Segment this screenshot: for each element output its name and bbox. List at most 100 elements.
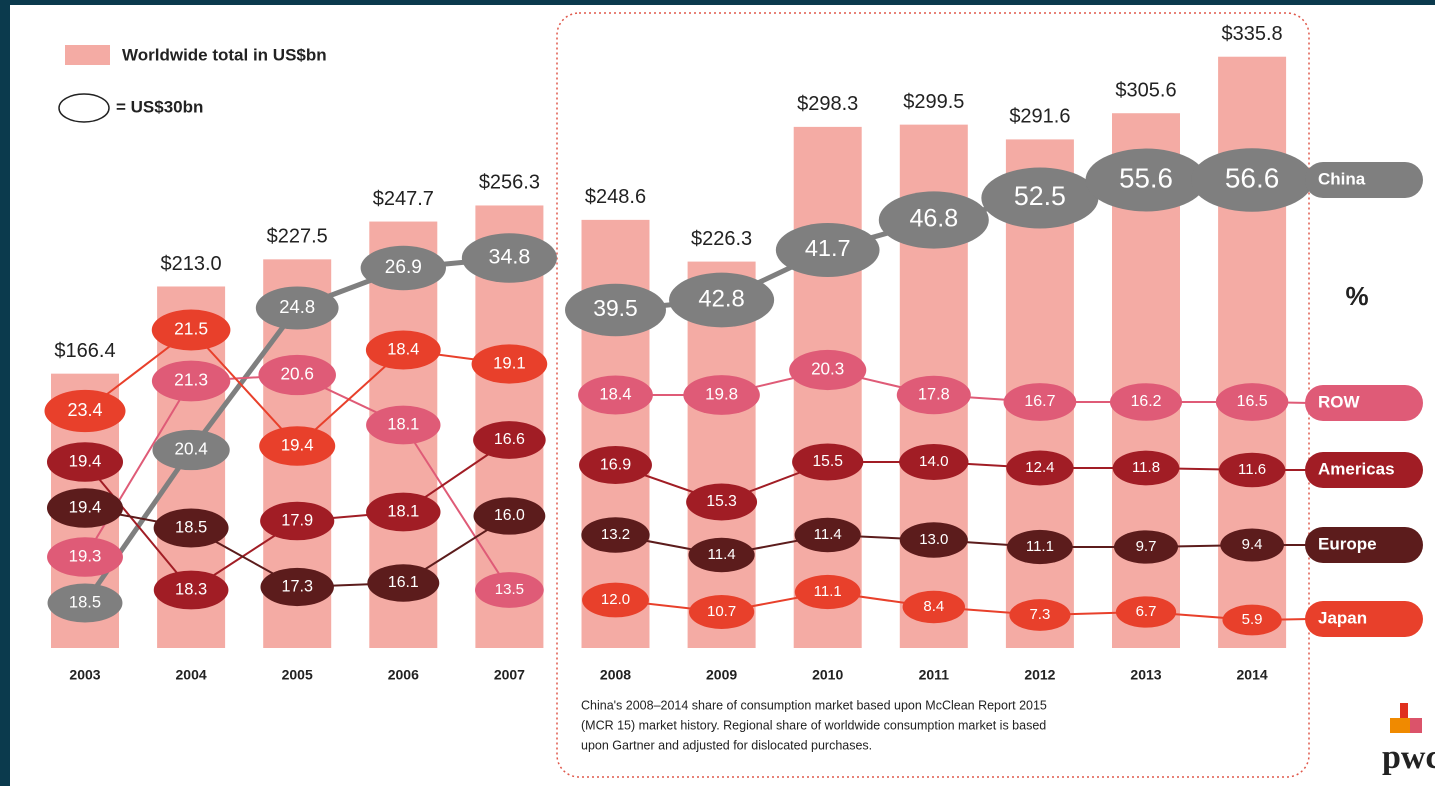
x-tick-label: 2011: [919, 667, 950, 683]
share-bubble: [1215, 383, 1289, 421]
x-tick-label: 2012: [1024, 667, 1055, 683]
share-label: 5.9: [1242, 611, 1263, 628]
total-label: $213.0: [161, 253, 222, 275]
share-bubble: [471, 344, 548, 384]
share-label: 18.5: [69, 592, 101, 611]
share-label: 21.3: [174, 370, 208, 390]
series-label: Japan: [1318, 608, 1367, 627]
share-label: 19.3: [69, 546, 102, 565]
share-label: 13.2: [601, 526, 630, 543]
share-bubble: [1222, 604, 1282, 636]
share-label: 19.4: [69, 497, 102, 516]
share-bubble: [366, 492, 441, 532]
share-label: 20.4: [174, 440, 208, 459]
share-bubble: [789, 349, 867, 391]
share-bubble: [258, 354, 336, 396]
share-label: 18.5: [175, 517, 207, 536]
x-tick-label: 2006: [388, 667, 419, 683]
share-label: 18.4: [599, 384, 631, 403]
share-label: 42.8: [698, 285, 744, 312]
share-bubble: [688, 595, 755, 629]
share-label: 15.3: [706, 493, 736, 510]
x-tick-label: 2003: [69, 667, 100, 683]
total-label: $248.6: [585, 186, 646, 208]
share-label: 11.1: [814, 583, 842, 600]
share-label: 16.0: [494, 507, 525, 524]
share-label: 19.1: [493, 353, 526, 372]
share-label: 6.7: [1136, 603, 1157, 620]
series-label: China: [1318, 169, 1366, 188]
share-bubble: [686, 483, 758, 521]
connector: [402, 424, 511, 591]
connector: [84, 380, 192, 558]
share-bubble: [565, 283, 666, 337]
share-label: 55.6: [1119, 162, 1173, 193]
unit-label: %: [1345, 281, 1368, 311]
share-bubble: [153, 570, 229, 610]
series-pill: [1305, 601, 1423, 637]
share-label: 17.9: [281, 511, 313, 529]
connector: [190, 329, 298, 447]
share-label: 23.4: [67, 400, 102, 420]
series-label: ROW: [1318, 392, 1361, 411]
share-bubble: [981, 167, 1099, 229]
share-bubble: [1218, 452, 1286, 488]
share-bubble: [878, 191, 989, 249]
share-bubble: [367, 564, 440, 602]
x-tick-label: 2005: [282, 667, 313, 683]
share-label: 11.8: [1132, 459, 1160, 476]
footnote: China's 2008–2014 share of consumption m…: [581, 698, 1047, 712]
share-bubble: [47, 583, 123, 623]
bubbles: 18.5 20.4 24.8 26.9 34.8 39.5 42.8 41.7 46.8 52.5…: [44, 148, 1314, 636]
share-label: 39.5: [593, 295, 637, 321]
share-label: 19.8: [705, 384, 738, 403]
footnote: upon Gartner and adjusted for dislocated…: [581, 738, 872, 752]
share-bubble: [579, 446, 652, 484]
total-label: $247.7: [373, 188, 434, 210]
share-bubble: [1085, 148, 1207, 212]
share-label: 13.5: [495, 581, 524, 598]
share-label: 8.4: [923, 598, 944, 615]
share-bubble: [475, 572, 544, 608]
share-bubble: [1006, 450, 1074, 486]
share-label: 14.0: [919, 453, 949, 470]
share-bubble: [1003, 383, 1077, 421]
share-label: 56.6: [1225, 162, 1279, 193]
share-label: 16.7: [1024, 393, 1055, 410]
share-label: 9.7: [1136, 538, 1157, 555]
share-label: 12.4: [1025, 459, 1054, 476]
share-bubble: [1007, 529, 1073, 565]
share-bubble: [1191, 148, 1314, 212]
share-bubble: [896, 375, 971, 415]
share-label: 34.8: [489, 245, 531, 269]
share-bubble: [153, 508, 229, 548]
share-bubble: [902, 590, 966, 624]
share-label: 13.0: [919, 531, 948, 548]
share-bubble: [792, 443, 864, 481]
total-label: $305.6: [1115, 80, 1176, 102]
connector: [84, 461, 192, 591]
share-label: 12.0: [601, 591, 630, 608]
share-label: 16.2: [1131, 393, 1162, 410]
share-bubble: [578, 375, 653, 415]
share-bubble: [47, 537, 123, 577]
series-pill: [1305, 527, 1423, 563]
series-pill: [1305, 162, 1423, 198]
legend-label: Worldwide total in US$bn: [122, 45, 327, 64]
x-tick-label: 2008: [600, 667, 631, 683]
share-label: 18.1: [387, 502, 419, 520]
logo-block: [1390, 718, 1410, 733]
share-label: 20.3: [811, 360, 844, 379]
share-label: 9.4: [1242, 536, 1263, 553]
share-label: 21.5: [174, 319, 208, 339]
share-bubble: [794, 574, 861, 610]
share-label: 19.4: [281, 435, 314, 454]
legend-swatch: [65, 45, 110, 65]
share-label: 11.1: [1026, 538, 1054, 555]
series-label: Europe: [1318, 534, 1377, 553]
share-label: 52.5: [1014, 181, 1066, 211]
total-label: $226.3: [691, 228, 752, 250]
footnote: (MCR 15) market history. Regional share …: [581, 718, 1046, 732]
total-label: $299.5: [903, 91, 964, 113]
share-bubble: [683, 375, 760, 415]
